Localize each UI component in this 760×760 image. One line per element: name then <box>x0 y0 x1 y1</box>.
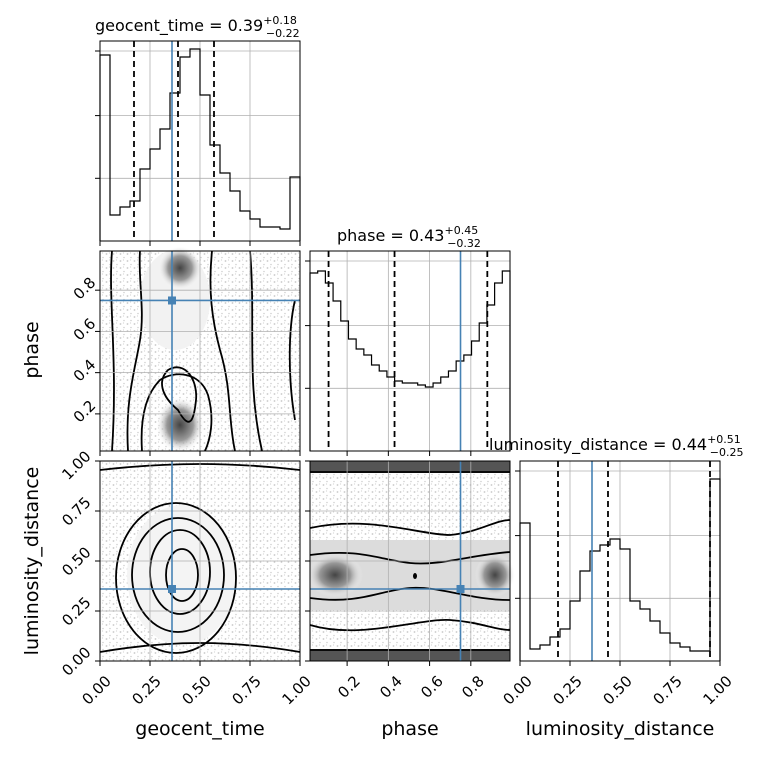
contour <box>165 548 199 602</box>
panel-frame <box>309 460 511 662</box>
tick-lumdist-x-0: 0.00 <box>499 672 535 708</box>
density-blob <box>127 505 237 645</box>
ylabel-luminosity-distance: luminosity_distance <box>21 467 43 656</box>
tick-phase-y-1: 0.4 <box>70 356 100 386</box>
tick-lumdist-x-4: 1.00 <box>699 672 735 708</box>
panel-frame <box>519 460 721 662</box>
tick-lumdist-x-2: 0.50 <box>599 672 635 708</box>
panel-frame <box>309 250 511 452</box>
contour <box>126 250 236 452</box>
title-phase: phase = 0.43+0.45 −0.32 <box>337 224 481 250</box>
tick-geocent-time-3: 0.75 <box>228 672 264 708</box>
contour <box>288 299 296 421</box>
truth-marker <box>456 585 465 593</box>
density-layer <box>100 246 515 661</box>
xlabel-geocent-time: geocent_time <box>135 718 264 740</box>
tick-phase-x-3: 0.8 <box>458 672 488 702</box>
tick-phase-y-3: 0.8 <box>70 274 100 304</box>
tick-lumdist-y-3: 0.75 <box>58 493 94 529</box>
tick-lumdist-y-4: 1.00 <box>58 447 94 483</box>
tick-phase-x-1: 0.4 <box>376 672 406 702</box>
title-geocent-time: geocent_time = 0.39+0.18 −0.22 <box>95 14 300 40</box>
contour <box>140 373 213 452</box>
tick-geocent-time-4: 1.00 <box>278 672 314 708</box>
contour <box>115 502 237 654</box>
panel-frame <box>99 250 301 452</box>
contour <box>309 586 511 601</box>
panel-frame <box>99 40 301 242</box>
density-blob <box>475 553 515 597</box>
contour <box>309 619 511 632</box>
contour <box>309 519 511 536</box>
histogram-geocent_time <box>99 48 301 241</box>
ylabel-phase: phase <box>21 321 43 378</box>
density-blob <box>307 553 363 597</box>
panel-frame <box>99 460 301 662</box>
tick-lumdist-x-1: 0.25 <box>549 672 585 708</box>
tick-lumdist-y-2: 0.50 <box>58 543 94 579</box>
tick-lumdist-y-0: 0.00 <box>58 643 94 679</box>
contour-layer <box>99 250 511 654</box>
contour <box>110 250 263 452</box>
contour <box>413 573 417 579</box>
marks-layer <box>95 40 721 666</box>
contour <box>161 366 197 423</box>
density-blob <box>156 397 204 453</box>
tick-phase-x-0: 0.2 <box>334 672 364 702</box>
truth-marker <box>168 296 176 305</box>
tick-phase-x-2: 0.6 <box>417 672 447 702</box>
xlabel-phase: phase <box>381 718 438 740</box>
contour <box>131 517 225 633</box>
density-blob <box>158 246 202 290</box>
xlabel-luminosity-distance: luminosity_distance <box>526 718 715 740</box>
histogram-phase <box>309 270 511 451</box>
tick-geocent-time-2: 0.50 <box>178 672 214 708</box>
contour <box>309 551 511 565</box>
tick-phase-y-2: 0.6 <box>70 315 100 345</box>
truth-marker <box>168 585 176 593</box>
tick-geocent-time-1: 0.25 <box>128 672 164 708</box>
tick-geocent-time-0: 0.00 <box>78 672 114 708</box>
tick-lumdist-x-3: 0.75 <box>649 672 685 708</box>
histogram-luminosity_distance <box>519 478 721 661</box>
contour <box>310 471 510 651</box>
tick-lumdist-y-1: 0.25 <box>58 593 94 629</box>
tick-phase-y-0: 0.2 <box>70 397 100 427</box>
title-luminosity-distance: luminosity_distance = 0.44+0.51 −0.25 <box>489 433 744 459</box>
